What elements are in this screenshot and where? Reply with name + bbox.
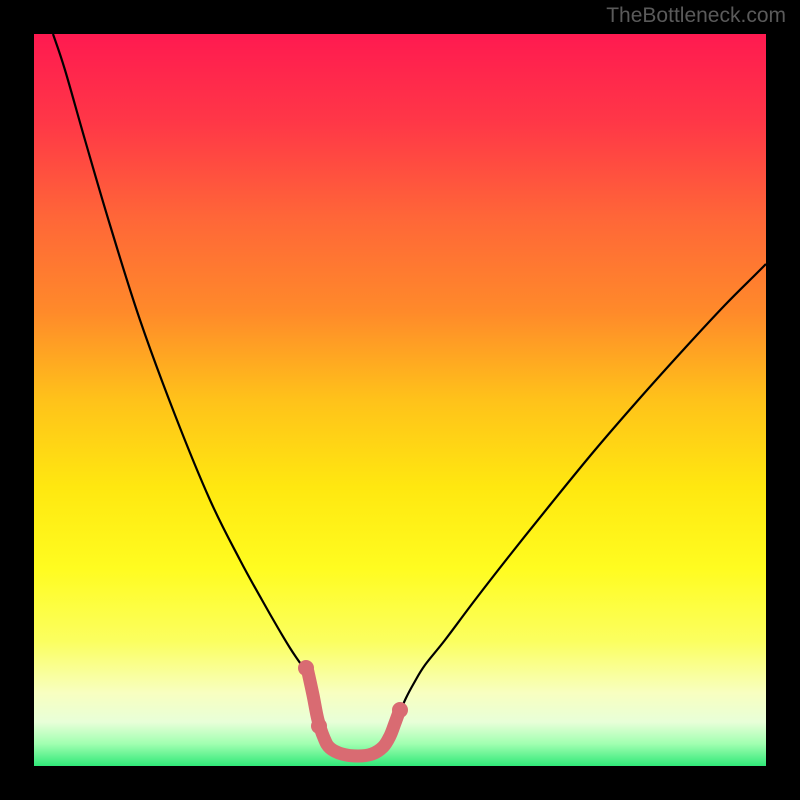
- bottleneck-chart: TheBottleneck.com: [0, 0, 800, 800]
- chart-svg: [0, 0, 800, 800]
- watermark-text: TheBottleneck.com: [606, 4, 786, 28]
- overlay-endpoint-dot: [311, 718, 327, 734]
- overlay-endpoint-dot: [392, 702, 408, 718]
- overlay-endpoint-dot: [298, 660, 314, 676]
